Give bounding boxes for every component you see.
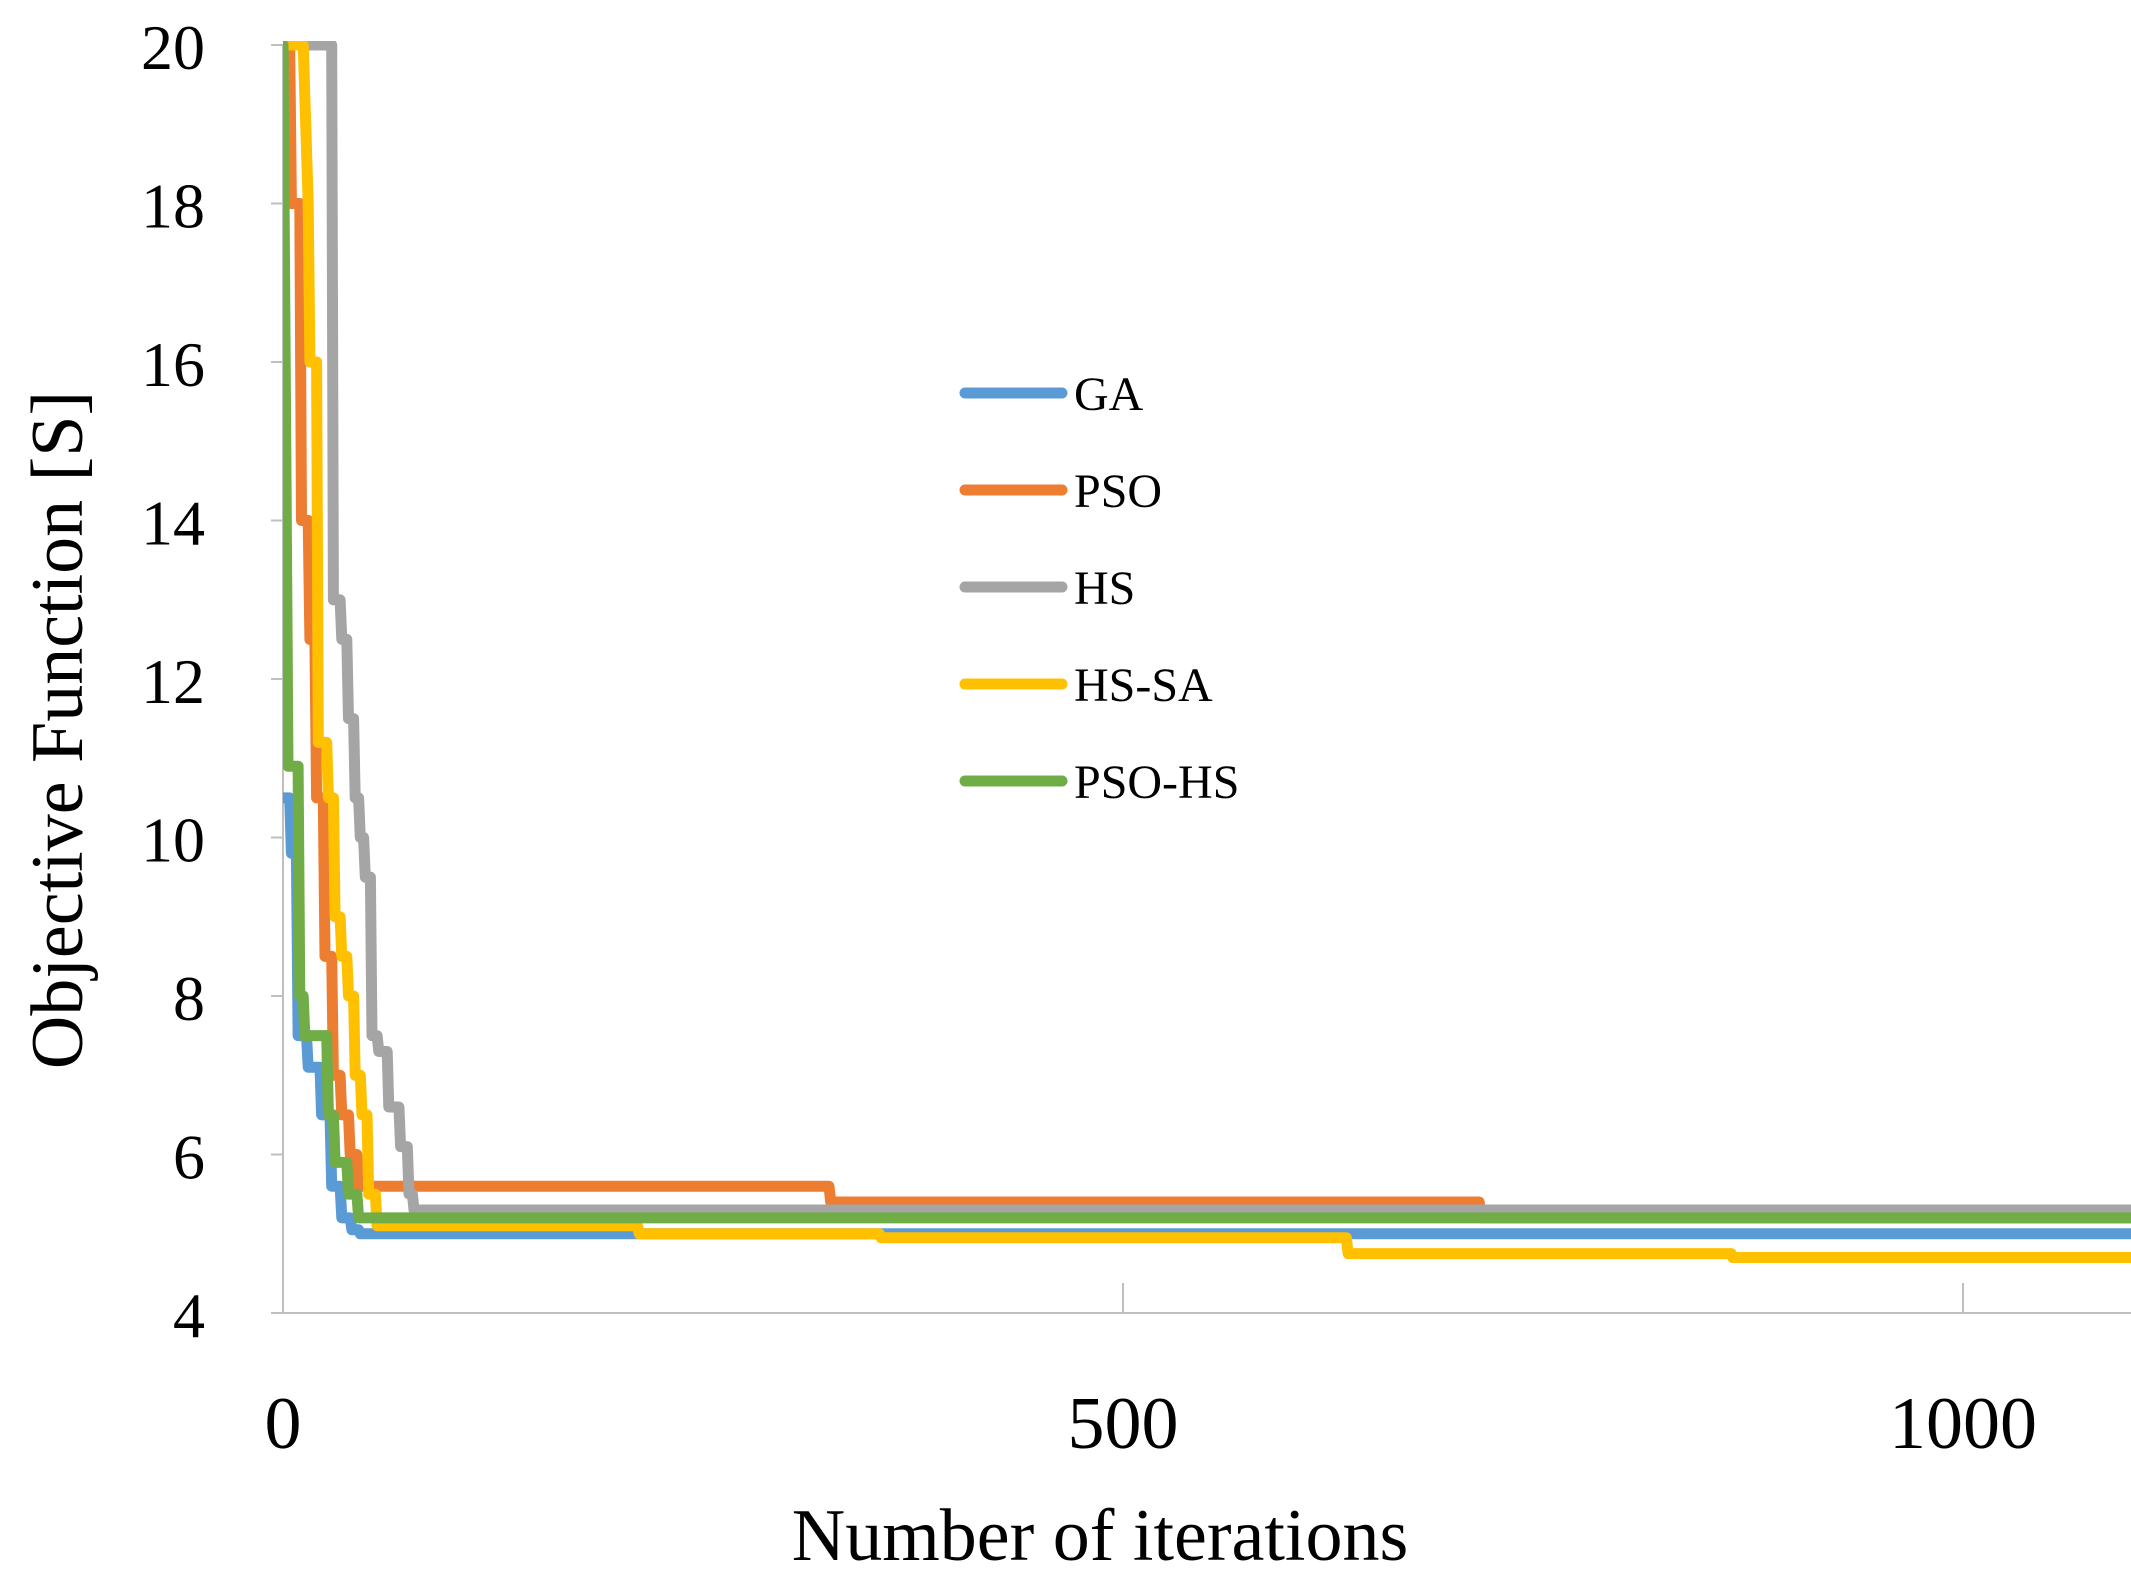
legend-item-hs-sa: HS-SA — [959, 659, 1213, 712]
x-tick-label-1000: 1000 — [1889, 1383, 2037, 1465]
series-line-hs — [283, 41, 2131, 1216]
y-tick-label-18: 18 — [141, 171, 205, 242]
y-tick-label-8: 8 — [173, 963, 205, 1034]
series-line-pso — [283, 41, 2131, 1224]
legend: GA PSO HS HS-SA PSO-HS — [959, 368, 1239, 809]
x-axis-title: Number of iterations — [792, 1495, 1409, 1574]
ticks-layer: 4 6 8 10 12 14 16 18 20 0 500 1000 — [141, 12, 2037, 1465]
legend-label-pso-hs: PSO-HS — [1074, 756, 1239, 809]
y-tick-label-14: 14 — [141, 488, 205, 559]
series-line-ga — [283, 792, 2131, 1240]
y-tick-label-20: 20 — [141, 12, 205, 83]
grid-layer — [1122, 1283, 1964, 1313]
series-line-hs-sa — [283, 41, 2131, 1263]
y-axis-title: Objective Function [S] — [17, 391, 99, 1069]
series-layer — [283, 41, 2131, 1263]
legend-item-hs: HS — [959, 562, 1135, 615]
legend-item-pso: PSO — [959, 465, 1162, 518]
y-tick-label-12: 12 — [141, 646, 205, 717]
y-tick-label-10: 10 — [141, 805, 205, 876]
legend-item-pso-hs: PSO-HS — [959, 756, 1239, 809]
x-tick-label-500: 500 — [1068, 1383, 1179, 1465]
legend-label-pso: PSO — [1074, 465, 1162, 518]
legend-label-ga: GA — [1074, 368, 1144, 421]
y-tick-label-16: 16 — [141, 329, 205, 400]
legend-label-hs-sa: HS-SA — [1074, 659, 1213, 712]
legend-item-ga: GA — [959, 368, 1144, 421]
x-tick-label-0: 0 — [265, 1383, 302, 1465]
y-tick-label-4: 4 — [173, 1280, 205, 1351]
y-tick-label-6: 6 — [173, 1122, 205, 1193]
legend-label-hs: HS — [1074, 562, 1135, 615]
series-line-pso-hs — [283, 41, 2131, 1224]
